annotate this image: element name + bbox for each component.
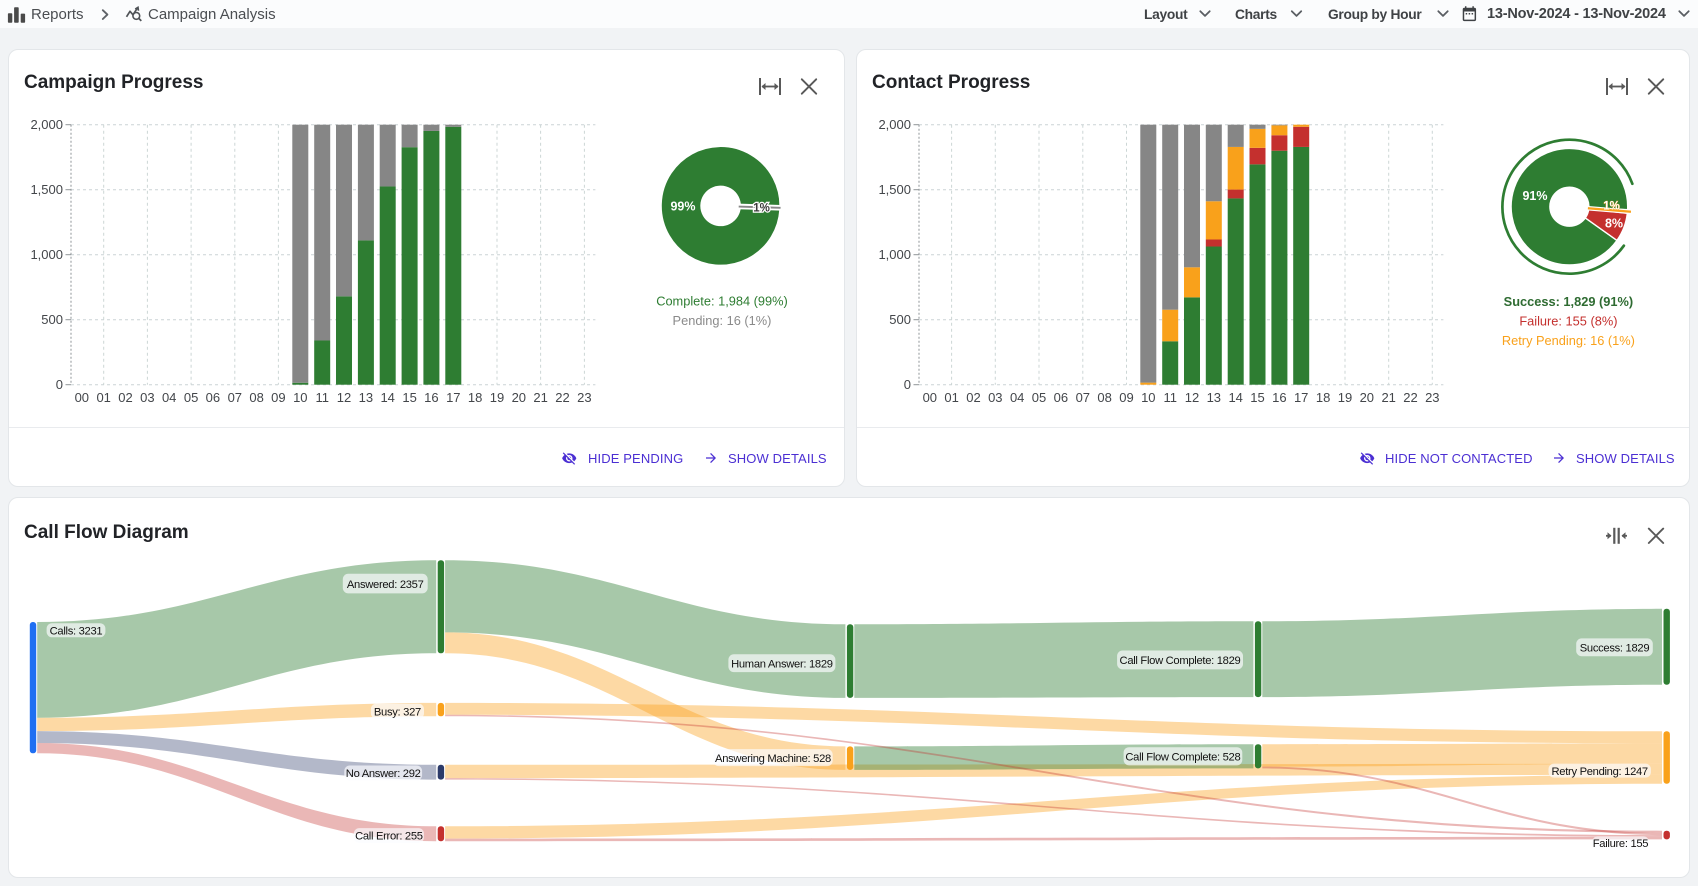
svg-text:22: 22	[555, 390, 569, 405]
svg-text:91%: 91%	[1522, 189, 1547, 203]
svg-text:Busy: 327: Busy: 327	[374, 706, 421, 718]
svg-text:23: 23	[1425, 390, 1439, 405]
svg-text:0: 0	[56, 377, 63, 392]
svg-text:19: 19	[490, 390, 504, 405]
svg-text:11: 11	[315, 390, 329, 405]
svg-text:Call Error: 255: Call Error: 255	[355, 831, 423, 843]
svg-text:No Answer: 292: No Answer: 292	[346, 768, 421, 780]
svg-text:1,500: 1,500	[30, 182, 63, 197]
svg-text:1%: 1%	[753, 202, 770, 214]
svg-text:Complete: 1,984 (99%): Complete: 1,984 (99%)	[656, 294, 788, 309]
svg-text:Failure: 155: Failure: 155	[1593, 838, 1649, 850]
svg-text:14: 14	[1228, 390, 1242, 405]
svg-text:20: 20	[1360, 390, 1374, 405]
svg-text:1,500: 1,500	[878, 182, 911, 197]
svg-text:15: 15	[402, 390, 416, 405]
svg-text:10: 10	[1141, 390, 1155, 405]
svg-text:03: 03	[140, 390, 154, 405]
svg-text:Call Flow Complete: 1829: Call Flow Complete: 1829	[1120, 655, 1241, 667]
svg-text:1,000: 1,000	[878, 247, 911, 262]
svg-text:Calls: 3231: Calls: 3231	[50, 626, 103, 638]
svg-text:22: 22	[1403, 390, 1417, 405]
svg-text:Answered: 2357: Answered: 2357	[347, 579, 424, 591]
svg-text:18: 18	[468, 390, 482, 405]
svg-text:1,000: 1,000	[30, 247, 63, 262]
svg-text:08: 08	[1097, 390, 1111, 405]
svg-text:Success: 1,829 (91%): Success: 1,829 (91%)	[1504, 294, 1633, 309]
svg-text:1%: 1%	[1603, 201, 1620, 213]
svg-text:19: 19	[1338, 390, 1352, 405]
svg-text:16: 16	[1272, 390, 1286, 405]
svg-text:01: 01	[944, 390, 958, 405]
svg-text:2,000: 2,000	[30, 117, 63, 132]
svg-text:03: 03	[988, 390, 1002, 405]
svg-text:09: 09	[1119, 390, 1133, 405]
svg-text:02: 02	[966, 390, 980, 405]
svg-text:23: 23	[577, 390, 591, 405]
svg-text:06: 06	[1054, 390, 1068, 405]
svg-text:20: 20	[512, 390, 526, 405]
svg-text:Success: 1829: Success: 1829	[1580, 643, 1650, 655]
svg-text:10: 10	[293, 390, 307, 405]
svg-text:2,000: 2,000	[878, 117, 911, 132]
svg-text:15: 15	[1250, 390, 1264, 405]
svg-text:Human Answer: 1829: Human Answer: 1829	[731, 658, 833, 670]
svg-text:04: 04	[1010, 390, 1024, 405]
svg-text:0: 0	[904, 377, 911, 392]
svg-text:13: 13	[1207, 390, 1221, 405]
svg-text:Answering Machine: 528: Answering Machine: 528	[715, 753, 831, 765]
svg-text:00: 00	[75, 390, 89, 405]
svg-text:500: 500	[889, 312, 911, 327]
svg-text:06: 06	[206, 390, 220, 405]
svg-text:18: 18	[1316, 390, 1330, 405]
svg-text:14: 14	[380, 390, 394, 405]
svg-text:99%: 99%	[670, 200, 695, 214]
svg-text:01: 01	[96, 390, 110, 405]
svg-text:21: 21	[533, 390, 547, 405]
svg-text:17: 17	[1294, 390, 1308, 405]
svg-text:11: 11	[1163, 390, 1177, 405]
svg-text:04: 04	[162, 390, 176, 405]
svg-text:12: 12	[1185, 390, 1199, 405]
svg-text:Pending: 16 (1%): Pending: 16 (1%)	[673, 313, 772, 328]
svg-text:500: 500	[41, 312, 63, 327]
svg-text:07: 07	[1076, 390, 1090, 405]
svg-text:13: 13	[359, 390, 373, 405]
svg-text:02: 02	[118, 390, 132, 405]
svg-text:Retry Pending: 16 (1%): Retry Pending: 16 (1%)	[1502, 333, 1635, 348]
svg-text:Failure: 155 (8%): Failure: 155 (8%)	[1519, 314, 1617, 329]
svg-text:07: 07	[228, 390, 242, 405]
svg-text:05: 05	[1032, 390, 1046, 405]
svg-text:12: 12	[337, 390, 351, 405]
svg-text:08: 08	[249, 390, 263, 405]
svg-text:16: 16	[424, 390, 438, 405]
svg-text:09: 09	[271, 390, 285, 405]
svg-text:Retry Pending: 1247: Retry Pending: 1247	[1552, 766, 1648, 778]
svg-text:17: 17	[446, 390, 460, 405]
svg-text:Call Flow Complete: 528: Call Flow Complete: 528	[1125, 752, 1240, 764]
svg-text:00: 00	[923, 390, 937, 405]
svg-text:05: 05	[184, 390, 198, 405]
svg-text:21: 21	[1381, 390, 1395, 405]
svg-text:8%: 8%	[1605, 217, 1623, 231]
